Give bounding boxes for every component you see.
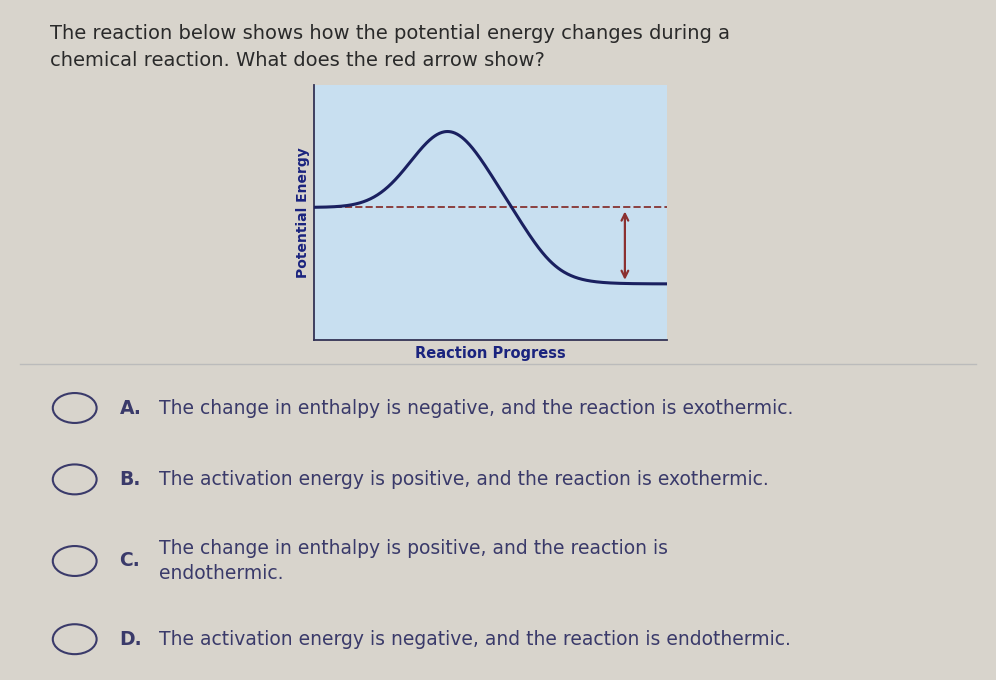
Text: The change in enthalpy is negative, and the reaction is exothermic.: The change in enthalpy is negative, and … (159, 398, 794, 418)
Text: The reaction below shows how the potential energy changes during a: The reaction below shows how the potenti… (50, 24, 730, 43)
Text: C.: C. (120, 551, 140, 571)
Text: chemical reaction. What does the red arrow show?: chemical reaction. What does the red arr… (50, 51, 545, 70)
Text: The activation energy is negative, and the reaction is endothermic.: The activation energy is negative, and t… (159, 630, 791, 649)
Y-axis label: Potential Energy: Potential Energy (296, 147, 310, 278)
Text: D.: D. (120, 630, 142, 649)
X-axis label: Reaction Progress: Reaction Progress (415, 345, 566, 360)
Text: The activation energy is positive, and the reaction is exothermic.: The activation energy is positive, and t… (159, 470, 769, 489)
Text: The change in enthalpy is positive, and the reaction is
endothermic.: The change in enthalpy is positive, and … (159, 539, 668, 583)
Text: A.: A. (120, 398, 141, 418)
Text: B.: B. (120, 470, 140, 489)
